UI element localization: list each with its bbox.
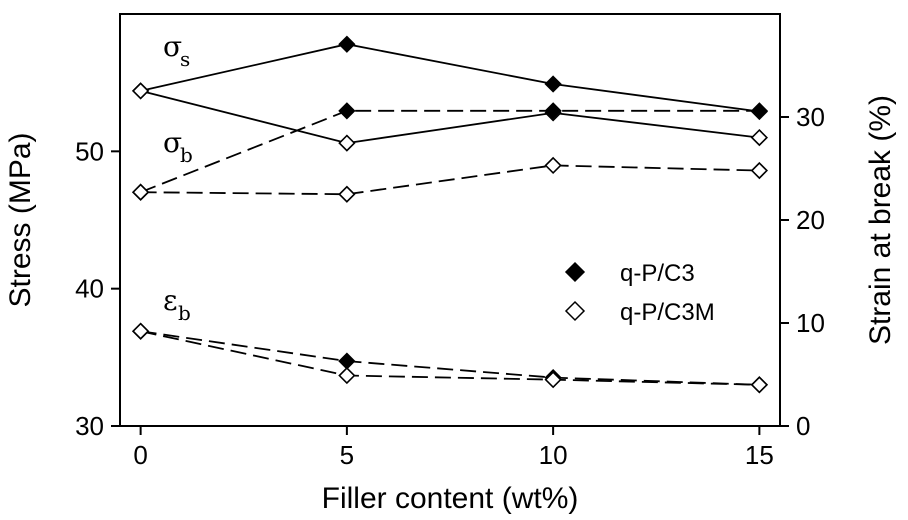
svg-text:s: s bbox=[180, 47, 190, 71]
data-point-sigma_s-filled bbox=[338, 35, 356, 53]
data-point-epsilon_b-open bbox=[750, 376, 769, 394]
annotation-sigma-b: σ b bbox=[163, 126, 193, 167]
data-point-sigma_b-open bbox=[544, 156, 562, 175]
svg-text:σ: σ bbox=[163, 126, 182, 159]
data-point-sigma_b-filled bbox=[544, 102, 562, 120]
y2-axis-ticks: 0 10 20 30 bbox=[780, 102, 825, 441]
y2-tick-label: 0 bbox=[796, 411, 810, 441]
legend-marker-open bbox=[564, 300, 586, 322]
x-tick-label: 0 bbox=[133, 440, 147, 470]
series-line-epsilon_b-filled bbox=[140, 330, 760, 386]
series-line-sigma_s-open bbox=[140, 90, 760, 145]
y-tick-label: 50 bbox=[75, 136, 104, 166]
data-point-epsilon_b-filled bbox=[338, 352, 356, 370]
data-point-epsilon_b-open bbox=[544, 371, 562, 389]
x-axis-ticks: 0 5 10 15 bbox=[133, 426, 774, 470]
annotation-epsilon-b: ε b bbox=[163, 284, 191, 325]
x-tick-label: 5 bbox=[340, 440, 354, 470]
legend-label-q-p-c3: q-P/C3 bbox=[620, 260, 695, 287]
legend-label-q-p-c3m: q-P/C3M bbox=[620, 299, 715, 326]
data-point-sigma_s-open bbox=[338, 134, 356, 152]
x-tick-label: 15 bbox=[745, 440, 774, 470]
series-layer bbox=[131, 35, 769, 394]
data-point-sigma_s-open bbox=[750, 128, 769, 147]
data-point-epsilon_b-open bbox=[338, 366, 356, 385]
svg-text:b: b bbox=[180, 143, 193, 167]
y2-tick-label: 20 bbox=[796, 205, 825, 235]
x-axis-title: Filler content (wt%) bbox=[322, 482, 579, 515]
data-point-sigma_s-filled bbox=[544, 75, 562, 93]
data-point-epsilon_b-open bbox=[131, 322, 150, 340]
svg-text:b: b bbox=[178, 301, 191, 325]
x-tick-label: 10 bbox=[539, 440, 568, 470]
y2-axis-title: Strain at break (%) bbox=[864, 95, 897, 345]
svg-text:ε: ε bbox=[163, 284, 178, 317]
series-line-sigma_s-filled bbox=[140, 43, 760, 113]
svg-text:σ: σ bbox=[163, 30, 182, 63]
data-point-sigma_b-filled bbox=[338, 102, 356, 120]
annotation-sigma-s: σ s bbox=[163, 30, 190, 71]
legend-marker-filled bbox=[564, 261, 586, 283]
legend: q-P/C3 q-P/C3M bbox=[564, 260, 715, 326]
data-point-sigma_b-open bbox=[338, 185, 356, 203]
y2-tick-label: 30 bbox=[796, 102, 825, 132]
y-axis-title: Stress (MPa) bbox=[4, 132, 37, 307]
series-line-epsilon_b-open bbox=[140, 330, 760, 386]
series-line-sigma_b-filled bbox=[140, 109, 760, 194]
data-point-sigma_s-open bbox=[131, 82, 150, 100]
data-point-sigma_b-open bbox=[750, 161, 769, 180]
data-point-sigma_b-open bbox=[131, 183, 150, 201]
series-line-sigma_b-open bbox=[140, 164, 760, 196]
data-point-sigma_b-filled bbox=[750, 102, 769, 120]
y2-tick-label: 10 bbox=[796, 308, 825, 338]
plot-frame bbox=[119, 13, 781, 427]
y-tick-label: 40 bbox=[75, 274, 104, 304]
y-axis-ticks: 30 40 50 bbox=[75, 136, 120, 441]
y-tick-label: 30 bbox=[75, 411, 104, 441]
